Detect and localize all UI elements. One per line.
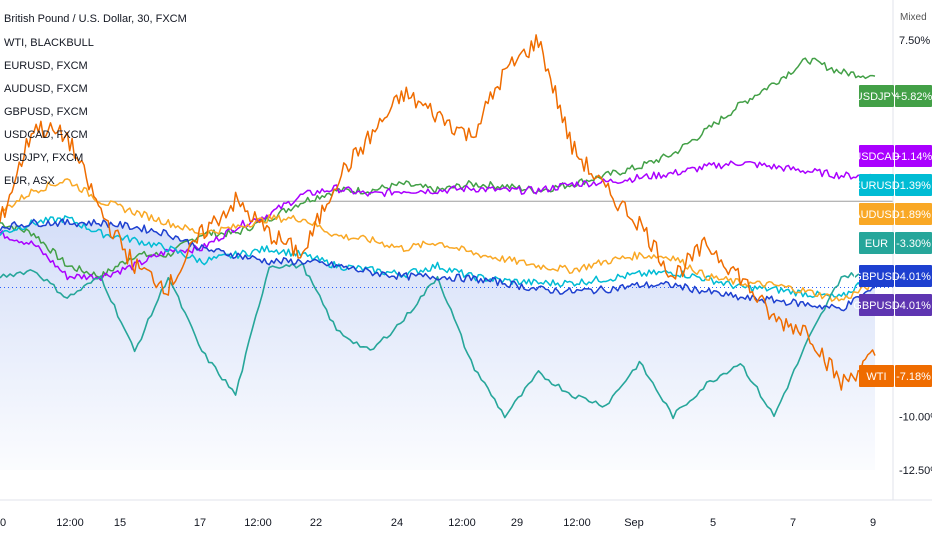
last-value-tag-usdcad-1[interactable]: USDCAD+1.14% xyxy=(853,145,932,167)
tag-series-value: -7.18% xyxy=(896,371,931,383)
tag-series-name: GBPUSD xyxy=(853,300,900,312)
x-tick-label: 0 xyxy=(0,517,6,529)
x-tick-label: 17 xyxy=(194,517,206,529)
tag-series-value: -4.01% xyxy=(896,271,931,283)
x-tick-label: Sep xyxy=(624,517,644,529)
x-tick-label: 12:00 xyxy=(56,517,84,529)
legend-item-eur-asx[interactable]: EUR, ASX xyxy=(4,175,55,187)
y-tick-label: -10.00% xyxy=(899,411,932,423)
tag-series-value: +1.14% xyxy=(895,151,932,163)
legend-item-gbpusd-fxcm[interactable]: GBPUSD, FXCM xyxy=(4,106,88,118)
last-value-tag-audusd-3[interactable]: AUDUSD-1.89% xyxy=(853,203,932,225)
series-line-eurusd-2[interactable] xyxy=(0,215,876,298)
tag-series-value: +5.82% xyxy=(895,91,932,103)
gbpusd-area-fill xyxy=(0,219,875,470)
x-tick-label: 15 xyxy=(114,517,126,529)
legend-item-audusd-fxcm[interactable]: AUDUSD, FXCM xyxy=(4,83,88,95)
tag-series-name: USDCAD xyxy=(853,151,900,163)
tag-series-name: USDJPY xyxy=(855,91,899,103)
legend-item-eurusd-fxcm[interactable]: EURUSD, FXCM xyxy=(4,60,88,72)
x-tick-label: 22 xyxy=(310,517,322,529)
x-tick-label: 12:00 xyxy=(448,517,476,529)
x-tick-label: 24 xyxy=(391,517,403,529)
last-value-tag-gbpusd-5[interactable]: GBPUSD-4.01% xyxy=(853,265,932,287)
series-line-usdcad-1[interactable] xyxy=(0,160,875,282)
x-tick-label: 12:00 xyxy=(563,517,591,529)
last-value-tag-usdjpy-0[interactable]: USDJPY+5.82% xyxy=(855,85,932,107)
x-tick-label: 7 xyxy=(790,517,796,529)
tag-series-value: -1.89% xyxy=(896,209,931,221)
series-line-usdjpy-0[interactable] xyxy=(0,57,876,281)
series-line-audusd-3[interactable] xyxy=(0,178,876,302)
legend-item-usdcad-fxcm[interactable]: USDCAD, FXCM xyxy=(4,129,88,141)
tag-series-value: -4.01% xyxy=(896,300,931,312)
tag-series-name: EUR xyxy=(865,238,888,250)
x-tick-label: 29 xyxy=(511,517,523,529)
last-value-tag-eurusd-2[interactable]: EURUSD-1.39% xyxy=(853,174,932,196)
y-tick-label: -12.50% xyxy=(899,465,932,477)
tag-series-name: EURUSD xyxy=(853,180,900,192)
series-line-gbpusd-5[interactable] xyxy=(0,218,876,312)
last-value-tag-eur-4[interactable]: EUR -3.30% xyxy=(859,232,932,254)
legend-item-wti-blackbull[interactable]: WTI, BLACKBULL xyxy=(4,37,94,49)
x-axis-ticks: 0 12:00 15 17 12:00 22 24 12:00 29 12:00 Sep 5 7 9 xyxy=(0,517,876,529)
tag-series-value: -1.39% xyxy=(896,180,931,192)
tag-series-name: AUDUSD xyxy=(853,209,900,221)
tag-series-name: WTI xyxy=(866,371,886,383)
y-tick-label: 7.50% xyxy=(899,35,930,47)
legend: British Pound / U.S. Dollar, 30, FXCM WT… xyxy=(4,13,187,187)
legend-item-usdjpy-fxcm[interactable]: USDJPY, FXCM xyxy=(4,152,83,164)
last-value-tag-gbpusd-6[interactable]: GBPUSD-4.01% xyxy=(853,294,932,316)
chart-title[interactable]: British Pound / U.S. Dollar, 30, FXCM xyxy=(4,13,187,25)
x-tick-label: 5 xyxy=(710,517,716,529)
tag-series-name: GBPUSD xyxy=(853,271,900,283)
x-tick-label: 9 xyxy=(870,517,876,529)
tag-series-value: -3.30% xyxy=(896,238,931,250)
series-group xyxy=(0,34,876,420)
last-value-tag-wti-7[interactable]: WTI -7.18% xyxy=(859,365,932,387)
series-line-wti-7[interactable] xyxy=(0,34,876,391)
last-value-tags: USDJPY+5.82% USDCAD+1.14% EURUSD-1.39% AUDU… xyxy=(853,85,932,387)
scale-mode-label[interactable]: Mixed xyxy=(900,12,927,23)
series-line-eur-4[interactable] xyxy=(0,262,876,420)
x-tick-label: 12:00 xyxy=(244,517,272,529)
